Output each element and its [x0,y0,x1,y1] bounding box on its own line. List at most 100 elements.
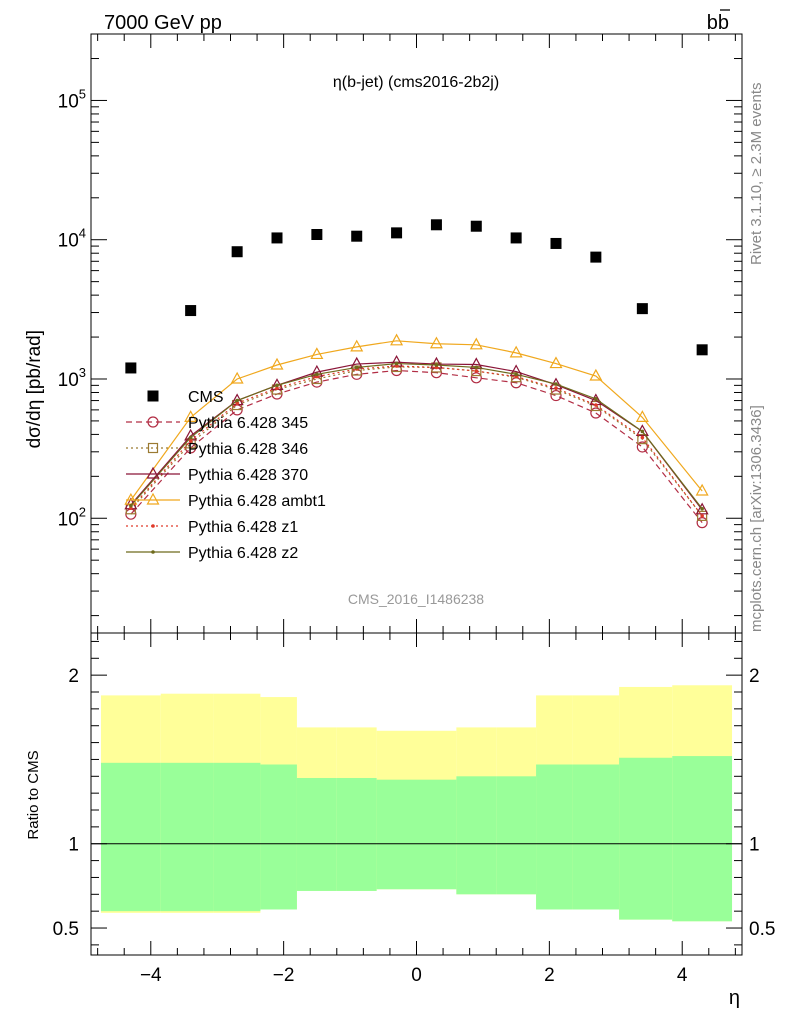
ratio-band-inner-bin [619,757,673,920]
series-line [130,362,703,510]
data-point [270,357,284,370]
ratio-y-tick-label-right: 2 [749,666,760,687]
data-point [235,398,239,403]
ratio-bands [100,685,733,922]
rivet-label: Rivet 3.1.10, ≥ 2.3M events [748,83,765,266]
y-tick-label: 104 [58,226,86,252]
data-point [469,337,483,350]
data-point [594,403,598,407]
data-point [549,356,563,369]
data-point [185,305,197,317]
legend: CMS Pythia 6.428 345 Pythia 6.428 346 Pythi… [126,389,326,562]
main-axis-ticks: 102 103 104 105 [58,33,742,633]
x-tick-label: 4 [677,965,688,986]
x-axis-label: η [729,987,740,1009]
data-point [434,363,439,367]
legend-label: Pythia 6.428 z2 [188,545,298,562]
ratio-band-inner-bin [416,779,457,890]
legend-marker [146,466,160,479]
series-pythia-6 [129,361,704,511]
ratio-band-inner-bin [213,762,261,912]
data-point [275,386,279,390]
legend-marker [147,390,159,402]
series-line [130,340,703,501]
data-point [470,220,482,232]
header-right: bb [707,12,729,34]
ratio-plot-frame [90,632,743,956]
mcplots-label: mcplots.cern.ch [arXiv:1306.3436] [748,405,765,632]
legend-marker [147,442,159,454]
legend-entry: Pythia 6.428 346 [126,441,308,458]
ratio-band-inner-bin [572,764,620,910]
main-plot-frame [90,33,743,634]
data-point [700,514,704,518]
data-point [635,424,649,437]
ratio-band-inner-bin [536,764,573,910]
data-point [637,434,648,445]
ratio-band-inner-bin [376,779,417,890]
legend-label: Pythia 6.428 346 [188,441,308,458]
data-point [695,502,709,515]
ratio-y-tick-label-right: 0.5 [749,919,775,940]
data-point [188,435,193,440]
data-point [554,382,558,386]
main-y-axis-label: dσ/dη [pb/rad] [24,330,45,448]
legend-entry: Pythia 6.428 ambt1 [126,492,326,510]
data-point [695,483,709,496]
ratio-y-tick-label: 1 [68,835,79,856]
legend-label: Pythia 6.428 ambt1 [188,493,326,510]
data-point [315,372,319,377]
data-point [640,429,645,434]
data-point [700,506,704,511]
data-point [230,371,244,384]
main-panel: 102 103 104 105 η(b-jet) (cms2016-2b2j) dσ/… [24,33,743,634]
data-point [231,246,243,258]
data-point [474,365,479,370]
ratio-band-inner-bin [100,762,161,912]
ratio-band-inner-bin [672,756,733,922]
ratio-band-inner-bin [296,777,337,891]
data-point [354,365,359,370]
series-pythia-4 [124,333,709,505]
data-point [391,227,403,239]
ratio-band-inner-bin [160,762,214,912]
data-point [394,361,399,366]
legend-entry: Pythia 6.428 370 [126,466,308,484]
data-point [184,410,198,422]
legend-entry: Pythia 6.428 z2 [126,545,298,562]
data-point [697,510,708,521]
ratio-band-inner-bin [496,776,537,895]
legend-label: CMS [188,389,224,406]
series-line [130,366,703,517]
data-point [590,400,601,412]
y-tick-label: 102 [58,504,86,530]
ratio-band-inner-bin [336,777,377,891]
series-line [130,361,703,511]
ratio-band-inner-bin [456,776,497,895]
data-point [509,345,523,358]
data-point [311,229,323,241]
data-point [696,344,708,356]
data-point [514,372,518,377]
data-point [188,438,193,443]
y-tick-label: 103 [58,365,86,391]
x-tick-label: 0 [411,965,422,986]
data-point [129,506,133,511]
x-tick-label: −2 [273,965,295,986]
legend-entry: Pythia 6.428 z1 [126,519,298,536]
series-line [130,369,703,524]
series-cms [125,219,708,374]
data-point [474,369,479,373]
ratio-band-inner-bin [260,764,297,910]
series-pythia-5 [129,364,704,518]
data-point [271,232,283,244]
data-point [636,303,648,315]
data-point [390,333,404,346]
data-point [594,397,598,401]
main-series [124,219,709,529]
data-point [640,435,645,440]
data-point [554,386,558,390]
legend-label: Pythia 6.428 z1 [188,519,298,536]
x-tick-label: 2 [544,965,555,986]
